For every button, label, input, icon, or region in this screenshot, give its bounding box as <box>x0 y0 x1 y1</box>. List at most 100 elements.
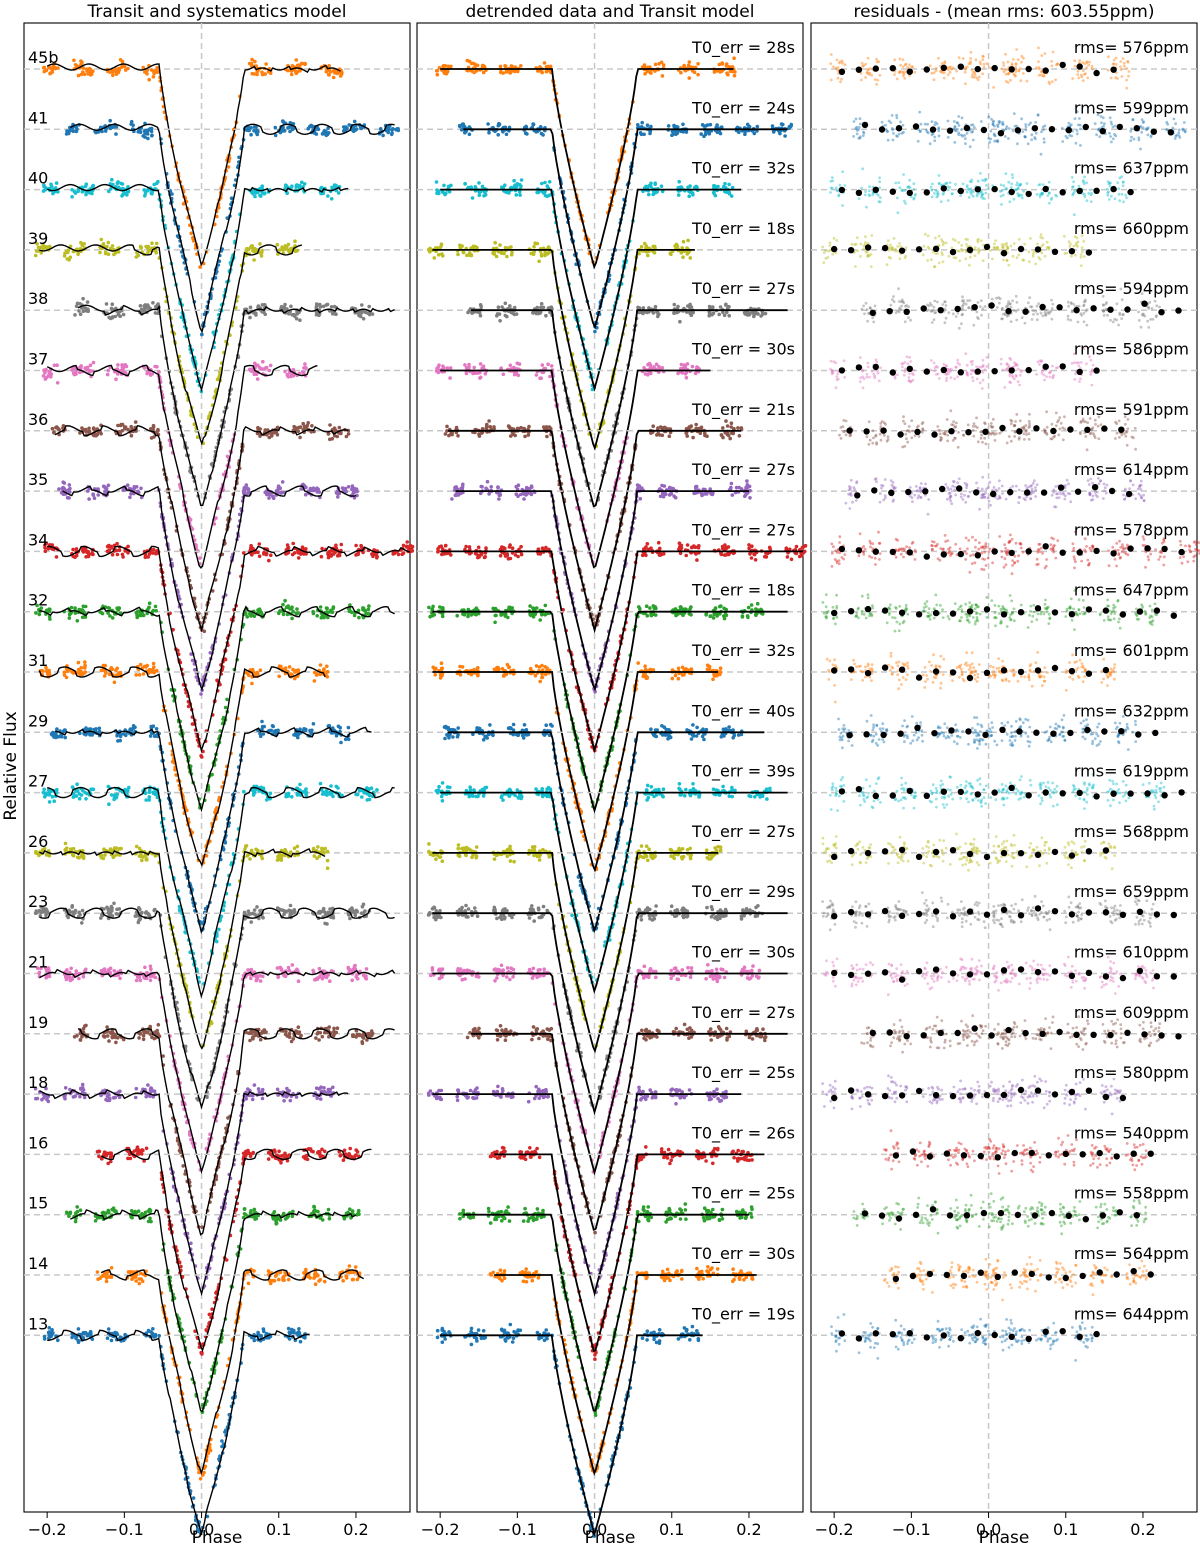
data-point <box>74 304 79 309</box>
data-point <box>289 246 293 251</box>
series-27: 27 <box>24 772 410 999</box>
data-point <box>118 1089 122 1094</box>
data-point <box>138 304 143 308</box>
data-point <box>314 302 319 306</box>
data-point <box>154 241 159 246</box>
data-point <box>41 374 46 378</box>
data-point <box>295 844 300 849</box>
data-point <box>191 239 196 243</box>
data-point <box>263 72 268 76</box>
data-point <box>112 969 116 973</box>
data-point <box>200 755 204 759</box>
data-point <box>151 425 156 429</box>
data-point <box>353 963 357 968</box>
data-point <box>97 1149 102 1154</box>
data-point <box>369 786 374 790</box>
data-point <box>83 604 88 609</box>
model-line <box>46 183 349 393</box>
data-point <box>288 903 293 908</box>
data-point <box>277 674 282 679</box>
data-point <box>42 65 47 70</box>
data-point <box>144 1146 149 1151</box>
data-point <box>336 191 341 195</box>
data-point <box>299 1033 303 1038</box>
y-axis-label: Relative Flux <box>1 711 21 820</box>
data-point <box>310 424 314 428</box>
data-point <box>149 129 154 134</box>
data-point <box>115 541 119 546</box>
data-point <box>116 250 121 254</box>
data-point <box>101 242 106 246</box>
data-point <box>146 1083 150 1087</box>
data-point <box>153 907 157 912</box>
data-point <box>336 495 340 499</box>
data-point <box>247 673 251 678</box>
data-point <box>264 365 269 370</box>
data-point <box>295 248 300 253</box>
data-point <box>250 244 255 248</box>
data-point <box>99 853 104 858</box>
data-point <box>71 846 76 851</box>
data-point <box>209 1021 214 1026</box>
data-point <box>226 165 231 169</box>
series-label: 21 <box>28 953 48 972</box>
data-point <box>112 901 116 906</box>
data-point <box>338 725 343 730</box>
data-point <box>277 1149 281 1154</box>
data-point <box>116 363 120 367</box>
data-point <box>107 1039 111 1043</box>
data-point <box>292 910 297 914</box>
data-point <box>81 66 86 70</box>
data-point <box>318 781 323 786</box>
data-point <box>143 131 147 136</box>
series-label: 41 <box>28 108 48 127</box>
data-point <box>108 966 113 971</box>
data-point <box>205 1095 209 1099</box>
model-line <box>69 123 395 334</box>
data-point <box>113 314 117 319</box>
data-point <box>254 125 258 129</box>
data-point <box>108 1096 112 1101</box>
data-point <box>78 1094 82 1099</box>
data-point <box>275 432 280 437</box>
data-point <box>328 70 333 74</box>
data-point <box>131 123 135 127</box>
data-point <box>251 1150 255 1155</box>
x-tick-label: −0.2 <box>28 1520 67 1539</box>
data-point <box>147 605 151 610</box>
data-point <box>85 365 90 370</box>
data-point <box>70 195 74 199</box>
data-point <box>256 129 260 134</box>
data-point <box>109 187 113 191</box>
data-point <box>360 303 364 307</box>
data-point <box>215 214 219 219</box>
data-point <box>288 1098 293 1103</box>
data-point <box>296 735 300 740</box>
data-point <box>320 1034 325 1039</box>
data-point <box>110 552 115 557</box>
data-point <box>75 1034 79 1038</box>
data-point <box>112 680 117 685</box>
data-point <box>91 183 95 188</box>
series-label: 34 <box>28 530 48 549</box>
data-point <box>355 909 360 914</box>
data-point <box>281 612 286 617</box>
data-point <box>258 668 263 672</box>
data-point <box>329 305 334 309</box>
data-point <box>381 133 385 138</box>
data-point <box>104 671 108 675</box>
data-point <box>321 304 326 309</box>
data-point <box>114 250 118 255</box>
data-point <box>271 724 276 729</box>
data-point <box>86 309 90 314</box>
data-point <box>113 1095 117 1100</box>
data-point <box>103 251 108 256</box>
data-point <box>396 128 401 133</box>
data-point <box>94 727 98 731</box>
data-point <box>290 795 294 799</box>
data-point <box>110 546 114 550</box>
data-point <box>137 1036 141 1040</box>
data-point <box>304 485 308 490</box>
series-41: 41 <box>24 108 410 337</box>
data-point <box>142 366 147 370</box>
